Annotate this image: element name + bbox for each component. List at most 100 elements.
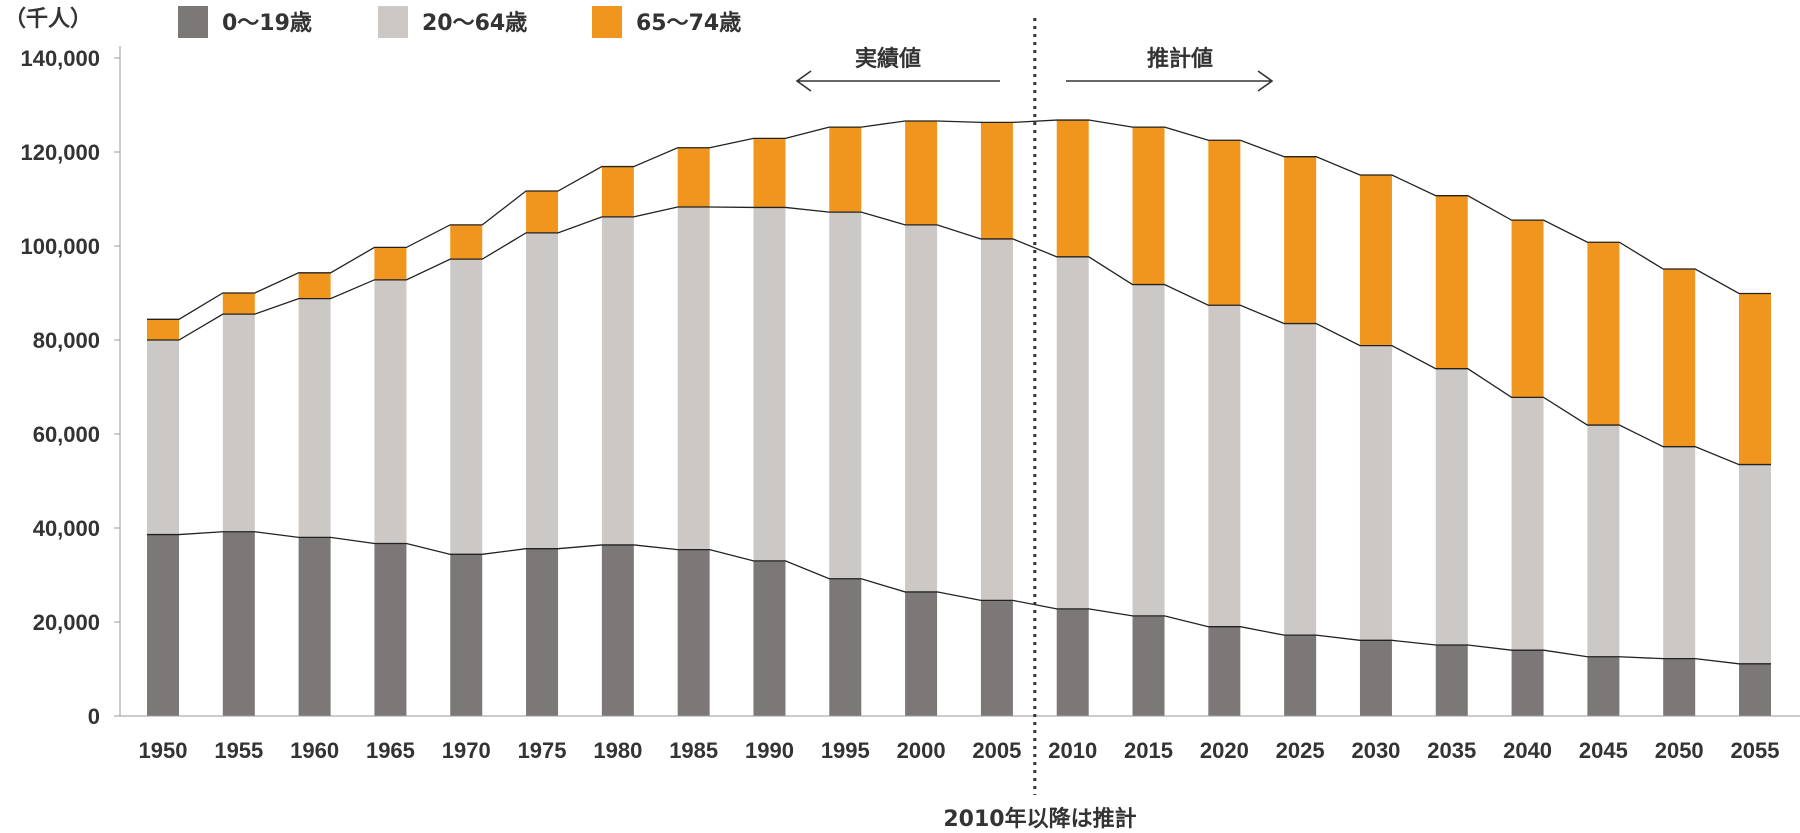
x-tick-label: 2005	[972, 738, 1021, 763]
x-tick-label: 1975	[518, 738, 567, 763]
actual-arrow	[795, 70, 1000, 92]
bars	[147, 120, 1772, 716]
x-tick-label: 1950	[139, 738, 188, 763]
bar-3-2045	[1587, 242, 1620, 426]
bar-1-2045	[1587, 656, 1620, 716]
bar-1-2025	[1284, 635, 1317, 716]
legend-swatch-1	[178, 6, 208, 38]
bar-1-1950	[147, 534, 179, 716]
bar-1-2055	[1739, 663, 1772, 716]
projected-arrow	[1066, 70, 1274, 92]
bar-1-2010	[1056, 608, 1089, 716]
bar-2-2005	[980, 238, 1013, 601]
bar-1-1990	[753, 560, 786, 716]
legend: 0〜19歳 20〜64歳 65〜74歳	[178, 6, 741, 38]
bar-3-2005	[980, 122, 1013, 239]
bar-3-1965	[374, 247, 407, 280]
bar-2-1965	[374, 279, 407, 544]
x-tick-label: 1970	[442, 738, 491, 763]
bar-1-1970	[450, 554, 483, 716]
projection-note: 2010年以降は推計	[943, 806, 1136, 832]
x-tick-label: 1960	[290, 738, 339, 763]
bar-1-1955	[222, 531, 255, 716]
bar-3-2050	[1663, 269, 1696, 447]
bar-2-2020	[1208, 305, 1241, 627]
bar-3-2030	[1359, 175, 1392, 346]
x-tick-label: 2010	[1048, 738, 1097, 763]
bar-1-1965	[374, 543, 407, 716]
legend-label-1: 0〜19歳	[222, 11, 312, 36]
x-tick-label: 2020	[1200, 738, 1249, 763]
bar-2-1970	[450, 259, 483, 555]
bar-3-2010	[1056, 120, 1089, 257]
x-tick-label: 2000	[897, 738, 946, 763]
bar-1-2040	[1511, 650, 1544, 716]
x-tick-label: 1995	[821, 738, 870, 763]
connector-line-3	[147, 119, 1772, 320]
y-tick-label: 40,000	[33, 516, 100, 541]
x-axis: 1950 1955 1960 1965 1970 1975 1980 1985 1990 1995…	[120, 715, 1800, 763]
bar-2-1950	[147, 340, 179, 535]
bar-2-2055	[1739, 464, 1772, 664]
bar-1-1995	[829, 578, 862, 716]
y-tick-label: 80,000	[33, 328, 100, 353]
bar-3-2035	[1435, 195, 1468, 369]
bar-1-2030	[1359, 640, 1392, 716]
bar-2-1955	[222, 314, 255, 532]
bar-2-1975	[526, 232, 559, 549]
bar-3-2040	[1511, 220, 1544, 398]
bar-2-2000	[905, 224, 938, 592]
bar-1-2015	[1132, 615, 1165, 716]
bar-2-2010	[1056, 256, 1089, 609]
bar-3-1985	[677, 147, 710, 207]
y-tick-label: 20,000	[33, 610, 100, 635]
bar-1-2005	[980, 600, 1013, 716]
y-tick-label: 120,000	[20, 140, 100, 165]
bar-2-1985	[677, 206, 710, 550]
y-tick-label: 100,000	[20, 234, 100, 259]
bar-1-2035	[1435, 645, 1468, 716]
bar-3-2015	[1132, 127, 1165, 285]
bar-3-1995	[829, 127, 862, 213]
x-tick-label: 1955	[214, 738, 263, 763]
x-tick-label: 1980	[593, 738, 642, 763]
projected-label: 推計値	[1147, 46, 1213, 72]
connector-lines	[147, 119, 1772, 665]
bar-1-1960	[298, 537, 331, 716]
x-tick-label: 2055	[1731, 738, 1780, 763]
bar-3-2055	[1739, 293, 1772, 465]
y-tick-label: 0	[88, 704, 100, 729]
x-tick-label: 2015	[1124, 738, 1173, 763]
x-tick-label: 2050	[1655, 738, 1704, 763]
bar-2-1980	[601, 216, 634, 545]
connector-line-1	[147, 531, 1772, 665]
connector-line-2	[147, 206, 1772, 466]
x-tick-label: 1985	[669, 738, 718, 763]
bar-2-2040	[1511, 397, 1544, 651]
bar-1-1985	[677, 549, 710, 716]
bar-1-2000	[905, 591, 938, 716]
bar-2-2050	[1663, 446, 1696, 659]
bar-1-2020	[1208, 626, 1241, 716]
x-tick-label: 2045	[1579, 738, 1628, 763]
x-tick-label: 2030	[1351, 738, 1400, 763]
bar-3-1960	[298, 272, 331, 299]
x-tick-label: 2040	[1503, 738, 1552, 763]
bar-3-1955	[222, 293, 255, 315]
bar-2-2025	[1284, 323, 1317, 636]
x-tick-label: 2025	[1276, 738, 1325, 763]
bar-3-1990	[753, 138, 786, 208]
bar-3-2025	[1284, 156, 1317, 324]
y-tick-label: 60,000	[33, 422, 100, 447]
bar-2-1995	[829, 212, 862, 579]
x-tick-label: 1990	[745, 738, 794, 763]
bar-3-2020	[1208, 140, 1241, 306]
bar-3-1975	[526, 191, 559, 233]
x-tick-label: 1965	[366, 738, 415, 763]
y-tick-label: 140,000	[20, 46, 100, 71]
bar-2-2030	[1359, 345, 1392, 641]
bar-1-1980	[601, 544, 634, 716]
legend-swatch-2	[378, 6, 408, 38]
bar-3-2000	[905, 120, 938, 225]
